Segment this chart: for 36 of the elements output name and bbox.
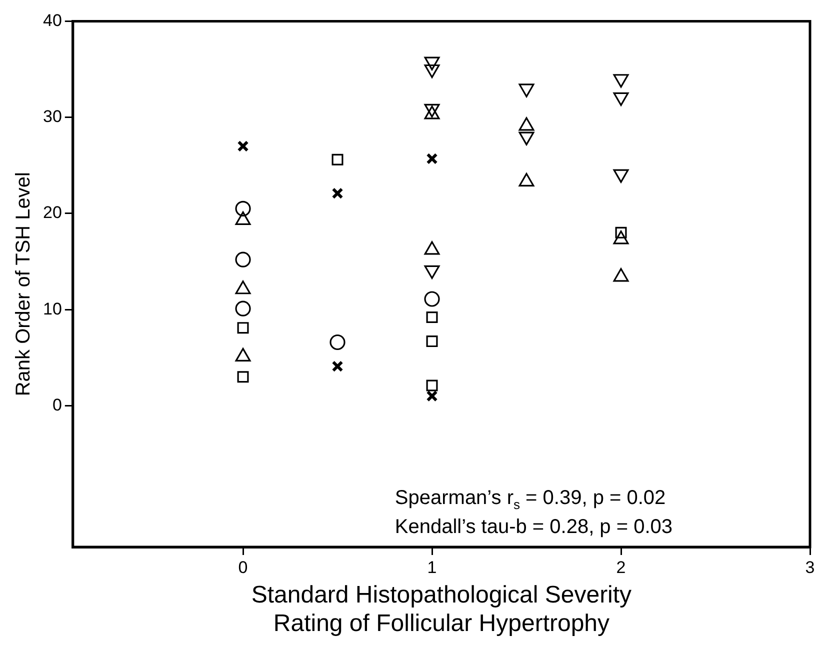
x-tick-label: 2 [616, 558, 626, 577]
point [237, 371, 249, 383]
point [426, 390, 438, 402]
point [613, 169, 629, 183]
y-tick-label: 30 [42, 107, 62, 126]
point [235, 300, 251, 316]
point [424, 291, 440, 307]
x-axis-title: Standard Histopathological Severity Rating of Follicular Hypertrophy [251, 581, 632, 638]
x-tick-label: 1 [427, 558, 437, 577]
point [426, 380, 438, 392]
point [426, 336, 438, 348]
annotation: Kendall’s tau-b = 0.28, p = 0.03 [394, 516, 673, 538]
point [332, 360, 344, 372]
point [518, 84, 534, 98]
point [424, 265, 440, 279]
point [332, 154, 344, 166]
point [426, 312, 438, 324]
y-tick-label: 40 [42, 10, 62, 30]
x-tick-label: 0 [238, 558, 248, 577]
point [235, 200, 251, 216]
x-tick-label: 3 [805, 558, 815, 577]
point [332, 188, 344, 200]
point [426, 152, 438, 164]
y-tick-label: 0 [52, 395, 62, 414]
point [424, 64, 440, 78]
y-axis-title: Rank Order of TSH Level [12, 172, 35, 396]
point [424, 56, 440, 70]
point [613, 92, 629, 106]
point [237, 140, 249, 152]
point [235, 252, 251, 268]
y-tick-label: 10 [42, 299, 62, 318]
point [613, 74, 629, 88]
y-tick-label: 20 [42, 203, 62, 222]
point [330, 334, 346, 350]
point [237, 322, 249, 334]
point [518, 132, 534, 146]
